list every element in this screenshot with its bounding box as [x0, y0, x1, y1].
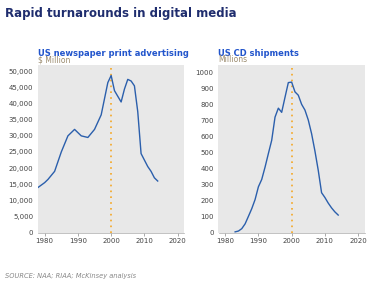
Text: $ Million: $ Million	[38, 55, 70, 64]
Text: US newspaper print advertising: US newspaper print advertising	[38, 49, 189, 58]
Text: SOURCE: NAA; RIAA; McKinsey analysis: SOURCE: NAA; RIAA; McKinsey analysis	[5, 273, 136, 279]
Text: US CD shipments: US CD shipments	[218, 49, 299, 58]
Text: Rapid turnarounds in digital media: Rapid turnarounds in digital media	[5, 7, 237, 20]
Text: Millions: Millions	[218, 55, 248, 64]
